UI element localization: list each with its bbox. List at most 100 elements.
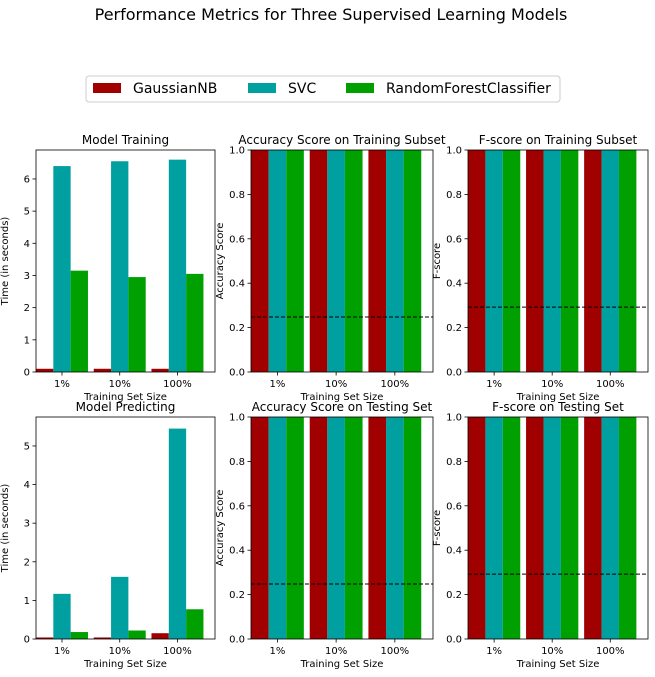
y-tick-label: 0.4: [446, 546, 462, 557]
y-tick-label: 0.4: [229, 546, 245, 557]
y-axis-label: F-score: [432, 243, 443, 279]
y-tick-label: 0.6: [229, 234, 245, 245]
figure-title: Performance Metrics for Three Supervised…: [95, 5, 568, 24]
bar-gaussiannb-1: [36, 368, 54, 372]
bar-randomforestclassifier-100: [618, 150, 637, 372]
y-axis-label: Accuracy Score: [215, 490, 226, 567]
bar-svc-10: [327, 150, 345, 372]
subplot-title: Model Training: [82, 133, 169, 147]
y-tick-label: 0.8: [229, 190, 245, 201]
subplot-title: F-score on Training Subset: [479, 133, 638, 147]
y-tick-label: 4: [24, 480, 30, 491]
x-tick-label: 10%: [541, 379, 563, 390]
bar-svc-100: [386, 417, 404, 639]
legend-swatch-gaussiannb: [93, 83, 121, 93]
legend-swatch-randomforestclassifier: [346, 83, 374, 93]
bar-gaussiannb-1: [468, 150, 486, 372]
y-tick-label: 0.2: [229, 590, 245, 601]
bar-svc-100: [168, 428, 187, 639]
x-axis-label: Training Set Size: [83, 659, 167, 670]
bar-randomforestclassifier-100: [403, 150, 422, 372]
bar-randomforestclassifier-100: [186, 609, 204, 639]
axes-frame: [35, 149, 216, 373]
bar-gaussiannb-10: [309, 150, 328, 372]
legend: GaussianNB SVC RandomForestClassifier: [85, 75, 561, 103]
bar-randomforestclassifier-1: [70, 632, 88, 639]
subplot-title: Model Predicting: [76, 400, 176, 414]
bar-svc-1: [268, 150, 287, 372]
x-tick-label: 1%: [54, 379, 70, 390]
y-tick-label: 1: [24, 335, 30, 346]
bar-svc-10: [111, 161, 129, 372]
x-tick-label: 100%: [596, 379, 625, 390]
bar-randomforestclassifier-10: [128, 630, 146, 639]
y-axis-label: Time (in seconds): [0, 217, 11, 307]
subplot-accuracy-score-on-testing-set: 0.0 0.2 0.4 0.6 0.8 1.0 1% 10% 100% Accuracy Scor…: [215, 400, 434, 670]
x-axis-label: Training Set Size: [83, 392, 167, 403]
y-tick-label: 1.0: [446, 413, 462, 424]
bar-gaussiannb-100: [151, 368, 169, 372]
x-tick-label: 10%: [109, 646, 131, 657]
x-axis-label: Training Set Size: [516, 392, 600, 403]
y-tick-label: 4: [24, 239, 30, 250]
y-tick-label: 0.6: [229, 501, 245, 512]
x-tick-label: 100%: [163, 379, 192, 390]
bar-svc-100: [386, 150, 404, 372]
y-tick-label: 0.0: [446, 635, 462, 646]
axes-frame: [250, 416, 434, 640]
bar-randomforestclassifier-10: [560, 417, 579, 639]
y-tick-label: 1.0: [229, 413, 245, 424]
y-tick-label: 0: [24, 635, 30, 646]
y-tick-label: 3: [24, 519, 30, 530]
y-tick-label: 0.6: [446, 501, 462, 512]
bar-randomforestclassifier-1: [502, 150, 521, 372]
axes-frame: [467, 149, 649, 373]
subplot-model-training: 0 1 2 3 4 5 6 1% 10% 100% Model Training Training S…: [0, 133, 216, 403]
y-tick-label: 0.8: [446, 457, 462, 468]
axes-frame: [250, 149, 434, 373]
bar-gaussiannb-10: [93, 368, 112, 372]
subplot-accuracy-score-on-training-subset: 0.0 0.2 0.4 0.6 0.8 1.0 1% 10% 100% Accuracy Scor…: [215, 133, 446, 403]
bar-svc-1: [53, 593, 71, 639]
y-axis-label: F-score: [432, 510, 443, 546]
y-tick-label: 0.8: [446, 190, 462, 201]
axes-frame: [35, 416, 216, 640]
bar-gaussiannb-100: [584, 150, 602, 372]
y-tick-label: 1.0: [229, 146, 245, 157]
y-tick-label: 0.4: [446, 279, 462, 290]
x-tick-label: 10%: [325, 646, 347, 657]
y-tick-label: 0: [24, 368, 30, 379]
y-axis-label: Time (in seconds): [0, 484, 11, 574]
bar-gaussiannb-1: [36, 637, 54, 639]
bar-gaussiannb-100: [584, 417, 602, 639]
bar-svc-1: [485, 417, 503, 639]
bar-gaussiannb-10: [93, 637, 112, 639]
y-tick-label: 0.0: [229, 635, 245, 646]
y-tick-label: 1.0: [446, 146, 462, 157]
y-tick-label: 0.0: [229, 368, 245, 379]
bar-randomforestclassifier-1: [286, 417, 304, 639]
subplot-title: F-score on Testing Set: [492, 400, 624, 414]
x-tick-label: 100%: [163, 646, 192, 657]
bar-svc-1: [268, 417, 287, 639]
y-tick-label: 3: [24, 271, 30, 282]
x-tick-label: 1%: [269, 646, 285, 657]
bar-svc-100: [601, 417, 619, 639]
bar-gaussiannb-100: [368, 417, 387, 639]
bar-gaussiannb-1: [251, 150, 269, 372]
bar-gaussiannb-10: [526, 417, 544, 639]
legend-swatch-svc: [248, 83, 276, 93]
x-tick-label: 10%: [109, 379, 131, 390]
y-tick-label: 0.4: [229, 279, 245, 290]
x-tick-label: 100%: [381, 646, 410, 657]
bar-randomforestclassifier-1: [286, 150, 304, 372]
x-tick-label: 10%: [541, 646, 563, 657]
bar-gaussiannb-100: [151, 633, 169, 639]
legend-label-randomforestclassifier: RandomForestClassifier: [386, 81, 551, 97]
x-tick-label: 100%: [596, 646, 625, 657]
x-axis-label: Training Set Size: [300, 659, 384, 670]
x-tick-label: 1%: [54, 646, 70, 657]
bar-svc-10: [111, 576, 129, 639]
x-axis-label: Training Set Size: [516, 659, 600, 670]
